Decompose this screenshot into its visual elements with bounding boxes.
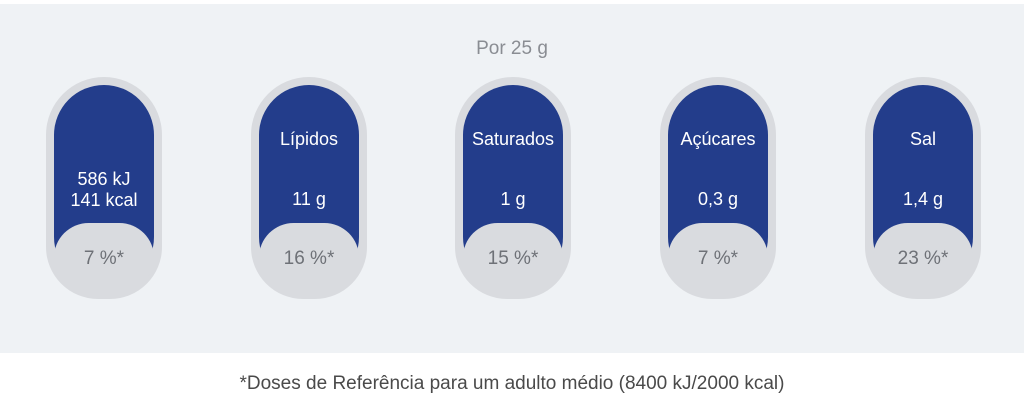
energy-percent: 7 %* bbox=[83, 248, 125, 269]
saturates-percent: 15 %* bbox=[487, 248, 539, 269]
salt-label: Sal bbox=[909, 129, 936, 149]
saturates-label: Saturados bbox=[471, 129, 555, 149]
sugars-percent-dome: 7 %* bbox=[668, 223, 768, 291]
lipids-pill: Lípidos 11 g 16 %* bbox=[251, 77, 367, 299]
saturates-amount: 1 g bbox=[500, 189, 526, 209]
energy-kj: 586 kJ bbox=[77, 169, 131, 189]
sugars-amount: 0,3 g bbox=[697, 189, 739, 209]
energy-value: 586 kJ 141 kcal bbox=[54, 169, 154, 211]
energy-pill: 586 kJ 141 kcal 7 %* bbox=[46, 77, 162, 299]
lipids-label: Lípidos bbox=[279, 129, 339, 149]
lipids-amount: 11 g bbox=[292, 189, 326, 209]
salt-percent: 23 %* bbox=[897, 248, 949, 269]
saturates-pill: Saturados 1 g 15 %* bbox=[455, 77, 571, 299]
salt-pill: Sal 1,4 g 23 %* bbox=[865, 77, 981, 299]
energy-kcal: 141 kcal bbox=[70, 190, 138, 210]
sugars-pill: Açúcares 0,3 g 7 %* bbox=[660, 77, 776, 299]
salt-amount: 1,4 g bbox=[902, 189, 944, 209]
saturates-percent-dome: 15 %* bbox=[463, 223, 563, 291]
nutrition-panel: Por 25 g 586 kJ 141 kcal 7 %* Lípidos 11… bbox=[0, 4, 1024, 353]
lipids-percent-dome: 16 %* bbox=[259, 223, 359, 291]
energy-percent-dome: 7 %* bbox=[54, 223, 154, 291]
sugars-percent: 7 %* bbox=[697, 248, 739, 269]
salt-percent-dome: 23 %* bbox=[873, 223, 973, 291]
lipids-percent: 16 %* bbox=[283, 248, 335, 269]
portion-label: Por 25 g bbox=[476, 38, 548, 59]
reference-footnote: *Doses de Referência para um adulto médi… bbox=[239, 373, 785, 394]
sugars-label: Açúcares bbox=[680, 129, 756, 149]
